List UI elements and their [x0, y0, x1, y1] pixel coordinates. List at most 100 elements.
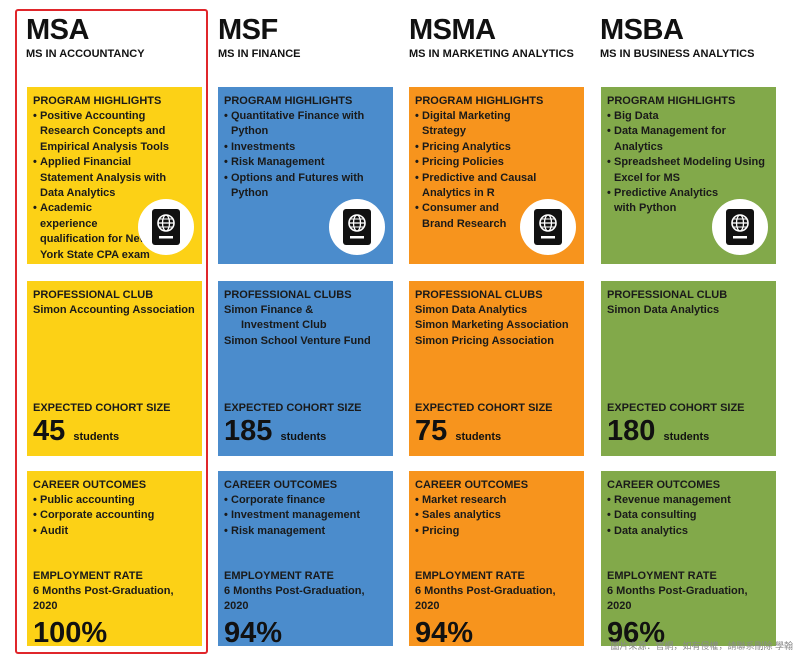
msba-header: MSBA MS IN BUSINESS ANALYTICS: [600, 14, 754, 60]
msba-highlights-panel: PROGRAM HIGHLIGHTS Big Data Data Managem…: [601, 87, 776, 264]
msma-highlight-item: Predictive and Causal Analytics in R: [415, 171, 555, 202]
msba-highlights-title: PROGRAM HIGHLIGHTS: [607, 95, 736, 107]
msa-career-item: Public accounting: [33, 493, 196, 509]
msba-cohort: EXPECTED COHORT SIZE 180 students: [607, 401, 745, 452]
msf-employment-sub: 6 Months Post-Graduation, 2020: [224, 585, 365, 612]
msba-cohort-size: 180: [607, 415, 656, 447]
msma-career-item: Pricing: [415, 524, 578, 540]
msma-career-item: Market research: [415, 493, 578, 509]
msba-cohort-unit: students: [663, 431, 710, 443]
msa-career-item: Corporate accounting: [33, 508, 196, 524]
msba-career-item: Revenue management: [607, 493, 770, 509]
msma-cohort-title: EXPECTED COHORT SIZE: [415, 402, 553, 414]
msma-name: MS IN MARKETING ANALYTICS: [409, 48, 574, 60]
msf-name: MS IN FINANCE: [218, 48, 301, 60]
source-watermark: 圖片來源：官網，如有侵權，請聯系刪除 學翰: [610, 641, 793, 651]
msa-highlight-item: Applied Financial Statement Analysis wit…: [33, 155, 169, 201]
msa-career-item: Audit: [33, 524, 196, 540]
msf-career-title: CAREER OUTCOMES: [224, 479, 338, 491]
msf-employment: EMPLOYMENT RATE 6 Months Post-Graduation…: [224, 569, 389, 646]
msma-career-item: Sales analytics: [415, 508, 578, 524]
msma-highlight-item: Pricing Analytics: [415, 140, 555, 156]
msf-highlights-panel: PROGRAM HIGHLIGHTS Quantitative Finance …: [218, 87, 393, 264]
msba-career-title: CAREER OUTCOMES: [607, 479, 721, 491]
msma-highlight-item: Digital Marketing Strategy: [415, 109, 555, 140]
msf-highlight-item: Risk Management: [224, 155, 374, 171]
msma-highlight-item: Pricing Policies: [415, 155, 555, 171]
msf-career-item: Investment management: [224, 508, 387, 524]
msa-club: Simon Accounting Association: [33, 304, 195, 316]
msma-highlights-title: PROGRAM HIGHLIGHTS: [415, 95, 544, 107]
msma-employment-rate: 94%: [415, 617, 474, 646]
msa-career-panel: CAREER OUTCOMES Public accounting Corpor…: [27, 471, 202, 646]
msa-career-title: CAREER OUTCOMES: [33, 479, 147, 491]
msma-header: MSMA MS IN MARKETING ANALYTICS: [409, 14, 574, 60]
msma-cohort-size: 75: [415, 415, 448, 447]
msba-club-title: PROFESSIONAL CLUB: [607, 289, 728, 301]
msba-highlight-item: Spreadsheet Modeling Using Excel for MS: [607, 155, 770, 186]
passport-badge: [329, 199, 385, 255]
msf-career-item: Corporate finance: [224, 493, 387, 509]
passport-icon: [534, 209, 562, 245]
msf-club-cohort-panel: PROFESSIONAL CLUBS Simon Finance & Inves…: [218, 281, 393, 456]
passport-badge: [520, 199, 576, 255]
msba-career-panel: CAREER OUTCOMES Revenue management Data …: [601, 471, 776, 646]
msf-cohort: EXPECTED COHORT SIZE 185 students: [224, 401, 362, 452]
msba-highlight-item: Big Data: [607, 109, 770, 125]
msma-highlights-panel: PROGRAM HIGHLIGHTS Digital Marketing Str…: [409, 87, 584, 264]
msa-employment-title: EMPLOYMENT RATE: [33, 570, 143, 582]
msba-employment-rate: 96%: [607, 617, 666, 646]
msma-club: Simon Pricing Association: [415, 334, 554, 347]
msf-career-panel: CAREER OUTCOMES Corporate finance Invest…: [218, 471, 393, 646]
passport-icon: [343, 209, 371, 245]
msf-cohort-title: EXPECTED COHORT SIZE: [224, 402, 362, 414]
msa-employment: EMPLOYMENT RATE 6 Months Post-Graduation…: [33, 569, 198, 646]
msba-employment: EMPLOYMENT RATE 6 Months Post-Graduation…: [607, 569, 772, 646]
msba-club-cohort-panel: PROFESSIONAL CLUB Simon Data Analytics E…: [601, 281, 776, 456]
msf-club: Simon Finance &: [224, 304, 314, 316]
msa-club-cohort-panel: PROFESSIONAL CLUB Simon Accounting Assoc…: [27, 281, 202, 456]
msf-club: Simon School Venture Fund: [224, 334, 371, 347]
msf-highlight-item: Quantitative Finance with Python: [224, 109, 374, 140]
msa-cohort-unit: students: [73, 431, 120, 443]
msf-club: Investment Club: [241, 319, 327, 332]
msma-club-cohort-panel: PROFESSIONAL CLUBS Simon Data Analytics …: [409, 281, 584, 456]
passport-icon: [726, 209, 754, 245]
msa-code: MSA: [26, 14, 89, 46]
msba-name: MS IN BUSINESS ANALYTICS: [600, 48, 755, 60]
msa-highlights-panel: PROGRAM HIGHLIGHTS Positive Accounting R…: [27, 87, 202, 264]
msa-highlights-title: PROGRAM HIGHLIGHTS: [33, 95, 162, 107]
msba-code: MSBA: [600, 14, 684, 46]
msba-career-item: Data consulting: [607, 508, 770, 524]
msf-club-title: PROFESSIONAL CLUBS: [224, 289, 352, 301]
msma-cohort-unit: students: [455, 431, 502, 443]
msa-cohort: EXPECTED COHORT SIZE 45 students: [33, 401, 171, 452]
msa-highlight-item: Academic experience qualification for Ne…: [33, 201, 151, 263]
msa-club-title: PROFESSIONAL CLUB: [33, 289, 154, 301]
msma-club: Simon Marketing Association: [415, 319, 569, 332]
msma-highlight-item: Consumer and Brand Research: [415, 201, 533, 232]
msba-cohort-title: EXPECTED COHORT SIZE: [607, 402, 745, 414]
msf-highlight-item: Investments: [224, 140, 374, 156]
msf-employment-title: EMPLOYMENT RATE: [224, 570, 334, 582]
msma-cohort: EXPECTED COHORT SIZE 75 students: [415, 401, 553, 452]
msma-code: MSMA: [409, 14, 496, 46]
msa-name: MS IN ACCOUNTANCY: [26, 48, 145, 60]
msba-employment-title: EMPLOYMENT RATE: [607, 570, 717, 582]
msa-cohort-title: EXPECTED COHORT SIZE: [33, 402, 171, 414]
msf-header: MSF MS IN FINANCE: [218, 14, 301, 60]
msma-employment-title: EMPLOYMENT RATE: [415, 570, 525, 582]
msba-highlight-item: Data Management for Analytics: [607, 124, 742, 155]
msa-highlight-outline: [15, 9, 208, 654]
msba-employment-sub: 6 Months Post-Graduation, 2020: [607, 585, 748, 612]
msf-cohort-size: 185: [224, 415, 273, 447]
msa-employment-rate: 100%: [33, 617, 108, 646]
msf-highlights-title: PROGRAM HIGHLIGHTS: [224, 95, 353, 107]
passport-badge: [712, 199, 768, 255]
msma-career-panel: CAREER OUTCOMES Market research Sales an…: [409, 471, 584, 646]
msma-employment: EMPLOYMENT RATE 6 Months Post-Graduation…: [415, 569, 580, 646]
msa-employment-sub: 6 Months Post-Graduation, 2020: [33, 585, 174, 612]
msba-highlight-item: Predictive Analytics with Python: [607, 186, 719, 217]
msf-career-item: Risk management: [224, 524, 387, 540]
msf-cohort-unit: students: [280, 431, 327, 443]
